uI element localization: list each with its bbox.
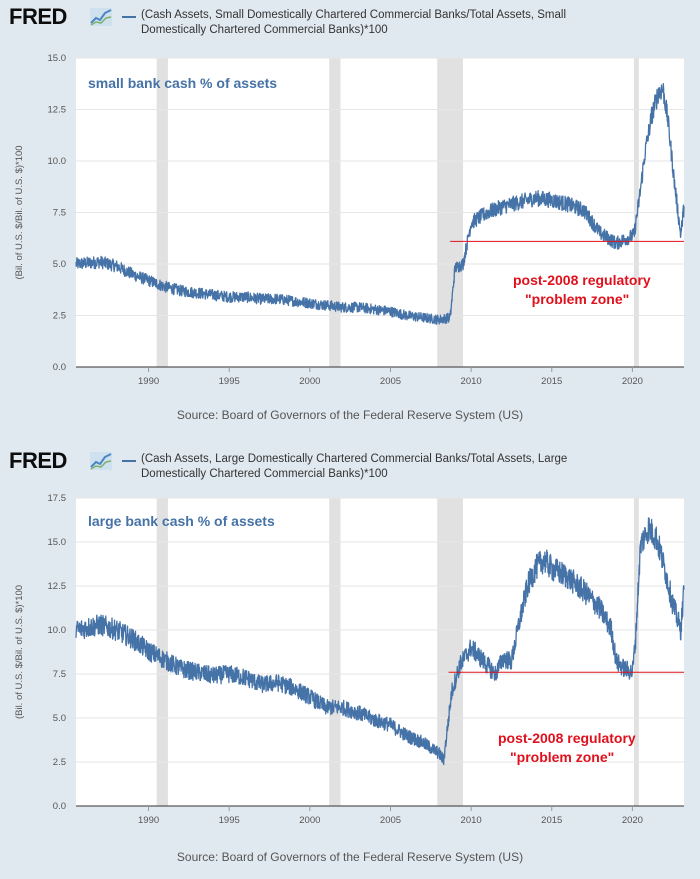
y-tick-label: 2.5 (53, 757, 66, 768)
chart-panel-large-banks: FRED (Cash Assets, Large Domestically Ch… (0, 444, 700, 879)
y-axis-label: (Bil. of U.S. $/Bil. of U.S. $)*100 (14, 145, 25, 279)
x-tick-label: 2020 (622, 376, 643, 387)
y-tick-label: 2.5 (53, 311, 66, 322)
x-tick-label: 2015 (541, 376, 562, 387)
callout-text: "problem zone" (510, 749, 614, 765)
x-tick-label: 2005 (380, 815, 401, 826)
callout-text: "problem zone" (525, 291, 629, 307)
y-tick-label: 10.0 (48, 625, 67, 636)
x-tick-label: 2020 (622, 815, 643, 826)
y-tick-label: 12.5 (48, 105, 67, 116)
y-tick-label: 12.5 (48, 581, 67, 592)
recession-band (329, 498, 341, 806)
chart-annotation: large bank cash % of assets (88, 513, 275, 529)
y-tick-label: 15.0 (48, 53, 67, 64)
x-tick-label: 1990 (138, 376, 159, 387)
x-tick-label: 2005 (380, 376, 401, 387)
chart-title: (Cash Assets, Large Domestically Charter… (141, 453, 568, 480)
x-tick-label: 2000 (299, 815, 320, 826)
callout-text: post-2008 regulatory (498, 730, 636, 746)
x-tick-label: 2000 (299, 376, 320, 387)
fred-logo: FRED (9, 448, 67, 473)
x-tick-label: 2010 (461, 376, 482, 387)
x-tick-label: 2010 (461, 815, 482, 826)
y-tick-label: 7.5 (53, 208, 66, 219)
y-tick-label: 0.0 (53, 801, 66, 812)
series-line (75, 517, 685, 766)
y-tick-label: 5.0 (53, 713, 66, 724)
callout-text: post-2008 regulatory (513, 272, 651, 288)
y-tick-label: 7.5 (53, 669, 66, 680)
series-line (75, 82, 685, 325)
legend-swatch (122, 16, 136, 18)
source-note: Source: Board of Governors of the Federa… (176, 408, 524, 422)
y-tick-label: 15.0 (48, 537, 67, 548)
y-tick-label: 5.0 (53, 259, 66, 270)
y-tick-label: 17.5 (48, 493, 67, 504)
line-chart: 0.0 2.5 5.0 7.5 10.0 12.5 15.0 1990 1995 2000 2005… (14, 53, 685, 387)
chart-panel-small-banks: FRED (Cash Assets, Small Domestically Ch… (0, 0, 700, 435)
chart-line-icon (90, 452, 112, 470)
recession-band (634, 498, 639, 806)
fred-logo: FRED (9, 4, 67, 29)
x-tick-label: 1990 (138, 815, 159, 826)
x-tick-label: 1995 (219, 376, 240, 387)
plot-area (76, 498, 684, 806)
chart-annotation: small bank cash % of assets (88, 75, 277, 91)
chart-title: (Cash Assets, Small Domestically Charter… (141, 9, 567, 36)
chart-line-icon (90, 8, 112, 26)
y-axis-label: (Bil. of U.S. $/Bil. of U.S. $)*100 (14, 585, 25, 719)
y-tick-label: 0.0 (53, 362, 66, 373)
x-tick-label: 2015 (541, 815, 562, 826)
line-chart: 0.0 2.5 5.0 7.5 10.0 12.5 15.0 17.5 1990 1995 2000… (14, 493, 685, 826)
y-tick-label: 10.0 (48, 156, 67, 167)
source-note: Source: Board of Governors of the Federa… (176, 850, 524, 864)
x-tick-label: 1995 (219, 815, 240, 826)
legend-swatch (122, 460, 136, 462)
